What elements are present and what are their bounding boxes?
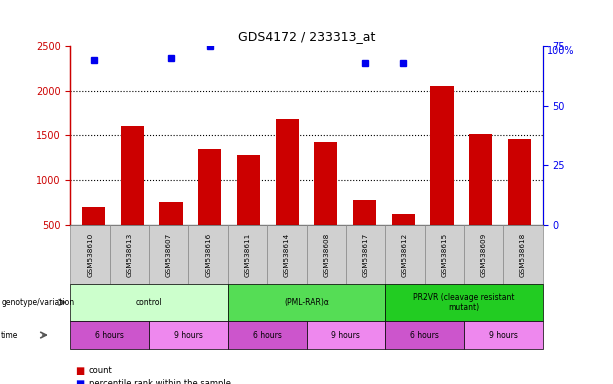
Bar [469, 134, 492, 269]
Text: GSM538609: GSM538609 [481, 232, 487, 276]
Text: GSM538613: GSM538613 [126, 232, 132, 276]
Text: (PML-RAR)α: (PML-RAR)α [284, 298, 329, 307]
Text: GSM538615: GSM538615 [441, 232, 447, 276]
Title: GDS4172 / 233313_at: GDS4172 / 233313_at [238, 30, 375, 43]
Text: GSM538617: GSM538617 [362, 232, 368, 276]
Text: ■: ■ [75, 366, 85, 376]
Text: time: time [1, 331, 18, 339]
Text: GSM538610: GSM538610 [87, 232, 93, 276]
Bar [430, 86, 454, 269]
Bar [508, 139, 531, 269]
Text: 6 hours: 6 hours [96, 331, 124, 339]
Text: GSM538607: GSM538607 [166, 232, 172, 276]
Text: GSM538618: GSM538618 [520, 232, 526, 276]
Bar [353, 200, 376, 269]
Bar [159, 202, 183, 269]
Text: 6 hours: 6 hours [253, 331, 281, 339]
Bar [121, 126, 144, 269]
Text: GSM538612: GSM538612 [402, 232, 408, 276]
Bar [392, 214, 415, 269]
Bar [198, 149, 221, 269]
Text: 9 hours: 9 hours [332, 331, 360, 339]
Bar [276, 119, 299, 269]
Text: 9 hours: 9 hours [174, 331, 203, 339]
Bar [82, 207, 105, 269]
Text: ■: ■ [75, 379, 85, 384]
Text: genotype/variation: genotype/variation [1, 298, 74, 307]
Text: control: control [136, 298, 162, 307]
Bar [237, 155, 260, 269]
Text: count: count [89, 366, 113, 375]
Text: PR2VR (cleavage resistant
mutant): PR2VR (cleavage resistant mutant) [413, 293, 514, 312]
Text: 6 hours: 6 hours [410, 331, 439, 339]
Text: GSM538614: GSM538614 [284, 232, 290, 276]
Text: percentile rank within the sample: percentile rank within the sample [89, 379, 231, 384]
Text: GSM538616: GSM538616 [205, 232, 211, 276]
Bar [314, 142, 337, 269]
Text: GSM538608: GSM538608 [323, 232, 329, 276]
Text: 100%: 100% [547, 46, 575, 56]
Text: 9 hours: 9 hours [489, 331, 517, 339]
Text: GSM538611: GSM538611 [245, 232, 251, 276]
